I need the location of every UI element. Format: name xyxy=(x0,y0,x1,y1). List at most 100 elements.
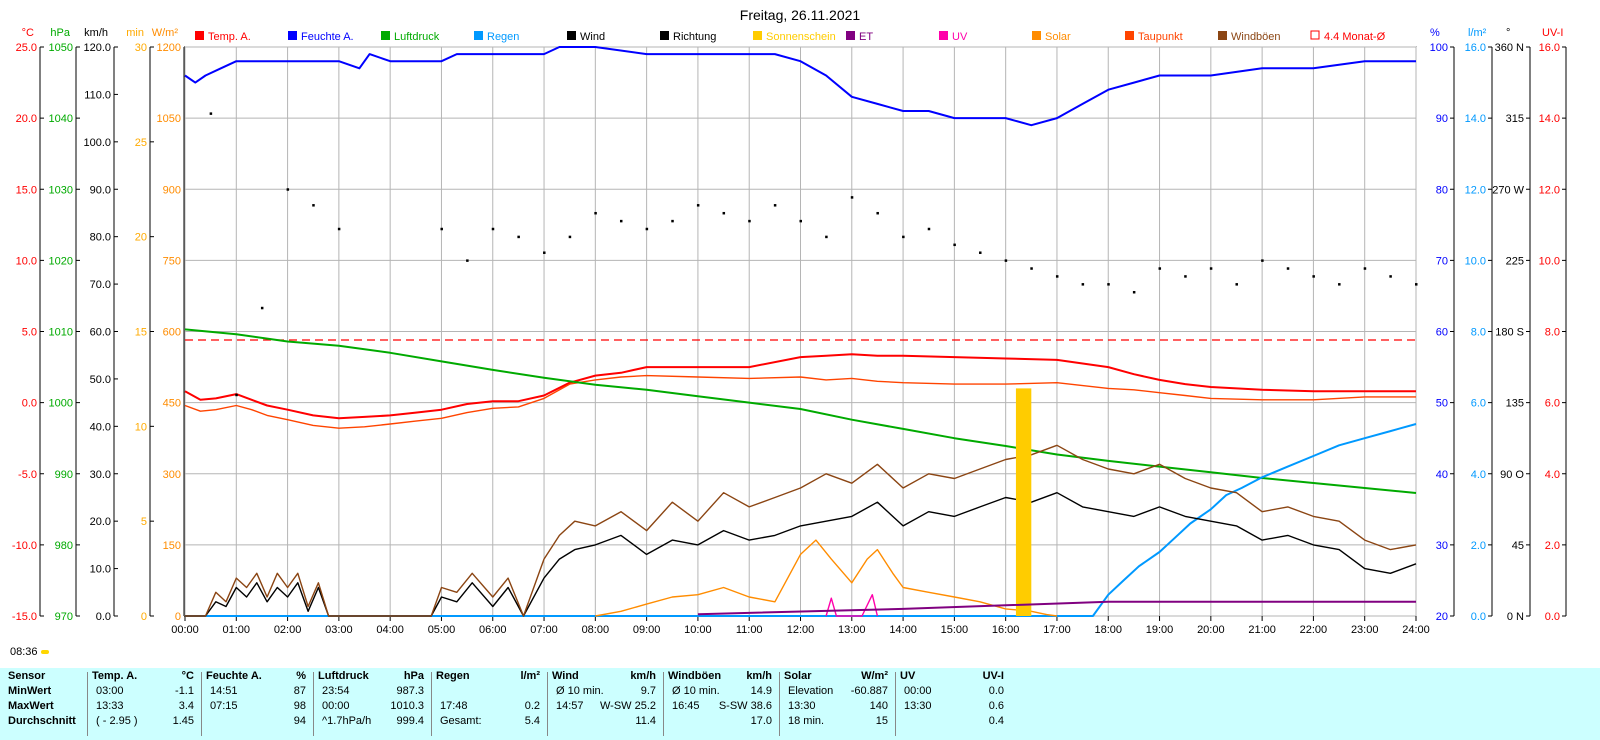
right-axis-label: 180 S xyxy=(1495,327,1524,339)
direction-point xyxy=(1338,283,1341,286)
left-axis-label: 20.0 xyxy=(90,516,111,528)
left-axis-label: 300 xyxy=(163,469,181,481)
left-axis-label: 5.0 xyxy=(22,327,37,339)
right-axis-label: 10.0 xyxy=(1539,255,1560,267)
direction-point xyxy=(748,219,751,223)
legend-label: Luftdruck xyxy=(394,31,440,43)
right-axis-label: 270 W xyxy=(1492,184,1524,196)
stats-value: 3.4 xyxy=(178,700,194,712)
stats-value: 5.4 xyxy=(524,715,540,727)
legend-label: Feuchte A. xyxy=(301,31,354,43)
x-tick-label: 21:00 xyxy=(1248,624,1276,636)
stats-value: 1.45 xyxy=(172,715,194,727)
right-axis-label: 16.0 xyxy=(1539,42,1560,54)
series-wind xyxy=(185,492,1417,617)
right-axis-label: 45 xyxy=(1512,540,1524,552)
stats-header: Solar xyxy=(784,670,812,682)
stats-value: 87 xyxy=(293,685,306,697)
left-axis-label: 90.0 xyxy=(90,184,111,196)
column-divider xyxy=(779,672,780,736)
right-axis-label: 50 xyxy=(1436,398,1448,410)
direction-point xyxy=(466,259,469,262)
left-axis-label: 450 xyxy=(163,398,181,410)
legend-swatch xyxy=(1310,30,1320,40)
direction-point xyxy=(1261,259,1264,262)
left-axis-label: 110.0 xyxy=(84,89,111,101)
left-axis-label: 80.0 xyxy=(90,232,111,244)
x-tick-label: 19:00 xyxy=(1146,624,1174,636)
left-axis-label: 1010 xyxy=(49,327,73,339)
series-windb-en xyxy=(185,444,1417,617)
x-tick-label: 08:00 xyxy=(582,624,610,636)
direction-point xyxy=(1363,267,1367,270)
stats-header: Wind xyxy=(552,670,579,682)
stats-value: 98 xyxy=(293,700,306,712)
column-divider xyxy=(663,672,664,736)
stats-time: 14:51 xyxy=(210,685,238,697)
right-axis-label: 90 O xyxy=(1500,469,1524,481)
legend-label: UV xyxy=(952,31,968,43)
left-axis-label: 15.0 xyxy=(16,184,37,196)
legend-label: Solar xyxy=(1045,31,1071,43)
left-axis-label: 1020 xyxy=(49,255,73,267)
direction-point xyxy=(1081,283,1085,286)
left-axis-unit: hPa xyxy=(50,27,70,39)
legend-label: ET xyxy=(859,31,873,43)
current-time-label: 08:36 xyxy=(10,646,38,658)
direction-point xyxy=(671,219,674,223)
stats-column: Windböen km/h Ø 10 min. 14.9 16:45 S-SW 38.6 1… xyxy=(663,668,778,740)
row-label: Sensor xyxy=(8,670,46,682)
x-tick-label: 10:00 xyxy=(684,624,712,636)
stats-value: 0.2 xyxy=(524,700,540,712)
legend-swatch xyxy=(846,31,855,40)
right-axis-label: 16.0 xyxy=(1465,42,1486,54)
right-axis-label: 225 xyxy=(1506,255,1524,267)
stats-time: 13:33 xyxy=(96,700,124,712)
x-tick-label: 15:00 xyxy=(941,624,969,636)
stats-value: 94 xyxy=(293,715,306,727)
stats-value: 17.0 xyxy=(750,715,772,727)
stats-value: 15 xyxy=(875,715,888,727)
left-axis-label: 0 xyxy=(175,611,181,623)
stats-time: ( - 2.95 ) xyxy=(96,715,138,727)
direction-point xyxy=(260,306,264,310)
chart-title: Freitag, 26.11.2021 xyxy=(740,7,861,23)
right-axis-label: 70 xyxy=(1436,255,1448,267)
stats-column: Feuchte A.% 14:51 87 07:15 98 94 xyxy=(201,668,312,740)
direction-point xyxy=(440,227,443,231)
right-axis-unit: l/m² xyxy=(1468,27,1487,39)
left-axis-label: -10.0 xyxy=(12,540,37,552)
column-divider xyxy=(547,672,548,736)
x-axis: 00:00 01:00 02:00 03:00 04:00 05:00 06:00 07:00… xyxy=(171,616,1430,636)
left-axis-label: 120.0 xyxy=(83,42,111,54)
stats-column: Regen l/m² 17:48 0.2 Gesamt: 5.4 xyxy=(431,668,546,740)
direction-point xyxy=(1030,267,1033,270)
right-axis-label: 2.0 xyxy=(1471,540,1486,552)
stats-value: 1010.3 xyxy=(390,700,424,712)
stats-header: Luftdruck xyxy=(318,670,369,682)
stats-time: 13:30 xyxy=(788,700,816,712)
direction-point xyxy=(876,211,879,215)
stats-header: Windböen xyxy=(668,670,722,682)
legend-label: Taupunkt xyxy=(1138,31,1183,43)
left-axis-label: 25.0 xyxy=(16,42,37,54)
stats-time: 18 min. xyxy=(788,715,825,727)
x-tick-label: 04:00 xyxy=(376,624,404,636)
stats-value: 11.4 xyxy=(635,715,656,727)
stats-column: Luftdruck hPa 23:54 987.3 00:00 1010.3 ^1.7hPa… xyxy=(313,668,430,740)
left-axis-label: 20.0 xyxy=(16,113,37,125)
left-axis-unit: km/h xyxy=(84,27,108,39)
column-divider xyxy=(201,672,202,736)
right-axis-label: 6.0 xyxy=(1545,398,1560,410)
stats-column: Solar W/m² Elevation -60.887 13:30 140 18 min.… xyxy=(779,668,894,740)
stats-table: Sensor MinWert MaxWert Durchschnitt Temp… xyxy=(0,668,1600,740)
right-axis-label: 100 xyxy=(1430,42,1448,54)
direction-point xyxy=(1286,267,1290,270)
stats-value: 9.7 xyxy=(640,685,656,697)
direction-point xyxy=(517,235,520,239)
direction-point xyxy=(1235,283,1238,286)
right-axes: % 100 90 80 70 60 50 40 30 20 l/m² 16.0 14.0 12.0 10.0… xyxy=(1430,27,1567,623)
legend-swatch xyxy=(195,31,204,40)
direction-point xyxy=(1055,275,1059,278)
legend-swatch xyxy=(939,31,948,40)
